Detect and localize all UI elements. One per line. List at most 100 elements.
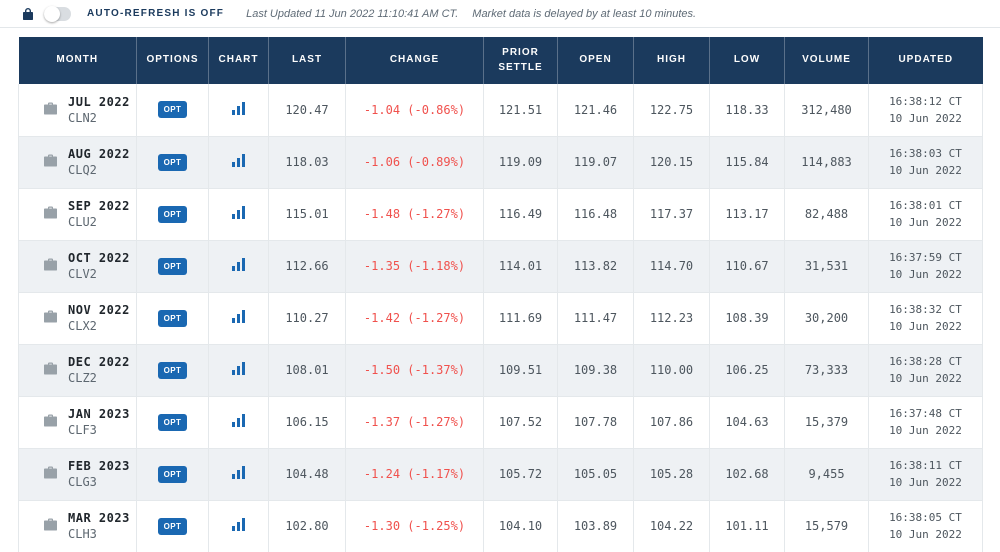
col-header-last: LAST [268, 37, 346, 84]
month-label: AUG 2022 [68, 147, 130, 161]
last-price: 108.01 [268, 344, 346, 397]
chart-icon[interactable] [231, 518, 246, 531]
table-row: AUG 2022 CLQ2 OPT 118.03 -1.06 (-0.89%) … [18, 136, 983, 189]
options-button[interactable]: OPT [157, 413, 188, 431]
month-cell[interactable]: NOV 2022 CLX2 [18, 292, 137, 345]
volume: 312,480 [784, 84, 869, 137]
low-price: 101.11 [709, 500, 785, 552]
contract-code: CLX2 [68, 319, 97, 333]
chart-icon[interactable] [231, 310, 246, 323]
open-price: 107.78 [557, 396, 634, 449]
chart-icon[interactable] [231, 154, 246, 167]
chart-icon[interactable] [231, 101, 246, 115]
briefcase-icon [43, 206, 58, 222]
month-cell[interactable]: AUG 2022 CLQ2 [18, 136, 137, 189]
high-price: 104.22 [633, 500, 710, 552]
updated-time: 16:37:48 CT [889, 406, 962, 420]
open-price: 103.89 [557, 500, 634, 552]
briefcase-icon [43, 362, 58, 378]
last-price: 115.01 [268, 188, 346, 241]
chart-icon[interactable] [231, 258, 246, 271]
volume: 73,333 [784, 344, 869, 397]
auto-refresh-toggle[interactable] [44, 5, 71, 22]
chart-icon[interactable] [231, 414, 246, 427]
chart-cell [208, 396, 269, 449]
month-cell[interactable]: JAN 2023 CLF3 [18, 396, 137, 449]
updated-time: 16:38:01 CT [889, 198, 962, 212]
change-value: -1.30 (-1.25%) [345, 500, 484, 552]
chart-cell [208, 136, 269, 189]
options-button[interactable]: OPT [157, 361, 188, 379]
high-price: 114.70 [633, 240, 710, 293]
high-price: 107.86 [633, 396, 710, 449]
contract-code: CLQ2 [68, 163, 97, 177]
toggle-knob [44, 5, 60, 22]
options-button[interactable]: OPT [157, 465, 188, 483]
prior-settle: 119.09 [483, 136, 558, 189]
updated-cell: 16:38:05 CT 10 Jun 2022 [868, 500, 983, 552]
volume: 15,379 [784, 396, 869, 449]
high-price: 112.23 [633, 292, 710, 345]
updated-cell: 16:37:48 CT 10 Jun 2022 [868, 396, 983, 449]
change-value: -1.06 (-0.89%) [345, 136, 484, 189]
month-cell[interactable]: JUL 2022 CLN2 [18, 84, 137, 137]
briefcase-icon [43, 154, 58, 170]
contract-code: CLV2 [68, 267, 97, 281]
chart-cell [208, 84, 269, 137]
month-label: JAN 2023 [68, 407, 130, 421]
open-price: 109.38 [557, 344, 634, 397]
options-button[interactable]: OPT [157, 309, 188, 327]
updated-time: 16:38:05 CT [889, 510, 962, 524]
high-price: 117.37 [633, 188, 710, 241]
volume: 9,455 [784, 448, 869, 501]
col-header-options: OPTIONS [136, 37, 209, 84]
chart-cell [208, 188, 269, 241]
low-price: 115.84 [709, 136, 785, 189]
col-header-high: HIGH [633, 37, 710, 84]
open-price: 111.47 [557, 292, 634, 345]
change-value: -1.48 (-1.27%) [345, 188, 484, 241]
low-price: 102.68 [709, 448, 785, 501]
low-price: 104.63 [709, 396, 785, 449]
contract-code: CLU2 [68, 215, 97, 229]
change-value: -1.04 (-0.86%) [345, 84, 484, 137]
auto-refresh-label: AUTO-REFRESH IS OFF [87, 8, 225, 19]
table-row: JUL 2022 CLN2 OPT 120.47 -1.04 (-0.86%) … [18, 84, 983, 137]
options-cell: OPT [136, 84, 209, 137]
chart-icon[interactable] [231, 362, 246, 375]
month-cell[interactable]: OCT 2022 CLV2 [18, 240, 137, 293]
updated-date: 10 Jun 2022 [889, 111, 962, 125]
briefcase-icon [43, 466, 58, 482]
options-button[interactable]: OPT [157, 257, 188, 275]
volume: 15,579 [784, 500, 869, 552]
open-price: 113.82 [557, 240, 634, 293]
prior-settle: 109.51 [483, 344, 558, 397]
month-cell[interactable]: SEP 2022 CLU2 [18, 188, 137, 241]
open-price: 116.48 [557, 188, 634, 241]
table-row: OCT 2022 CLV2 OPT 112.66 -1.35 (-1.18%) … [18, 240, 983, 293]
col-header-open: OPEN [557, 37, 634, 84]
last-price: 110.27 [268, 292, 346, 345]
last-price: 102.80 [268, 500, 346, 552]
options-button[interactable]: OPT [157, 205, 188, 223]
last-price: 112.66 [268, 240, 346, 293]
chart-icon[interactable] [231, 466, 246, 479]
month-cell[interactable]: MAR 2023 CLH3 [18, 500, 137, 552]
change-value: -1.42 (-1.27%) [345, 292, 484, 345]
open-price: 119.07 [557, 136, 634, 189]
options-button[interactable]: OPT [157, 101, 188, 119]
updated-date: 10 Jun 2022 [889, 372, 962, 385]
options-button[interactable]: OPT [157, 153, 188, 171]
col-header-volume: VOLUME [784, 37, 869, 84]
options-cell: OPT [136, 500, 209, 552]
month-cell[interactable]: DEC 2022 CLZ2 [18, 344, 137, 397]
last-updated-text: Last Updated 11 Jun 2022 11:10:41 AM CT. [246, 7, 459, 20]
low-price: 108.39 [709, 292, 785, 345]
chart-icon[interactable] [231, 206, 246, 219]
updated-date: 10 Jun 2022 [889, 528, 962, 541]
month-cell[interactable]: FEB 2023 CLG3 [18, 448, 137, 501]
updated-cell: 16:38:03 CT 10 Jun 2022 [868, 136, 983, 189]
updated-date: 10 Jun 2022 [889, 320, 962, 333]
options-button[interactable]: OPT [157, 517, 188, 535]
updated-time: 16:38:11 CT [889, 458, 962, 472]
